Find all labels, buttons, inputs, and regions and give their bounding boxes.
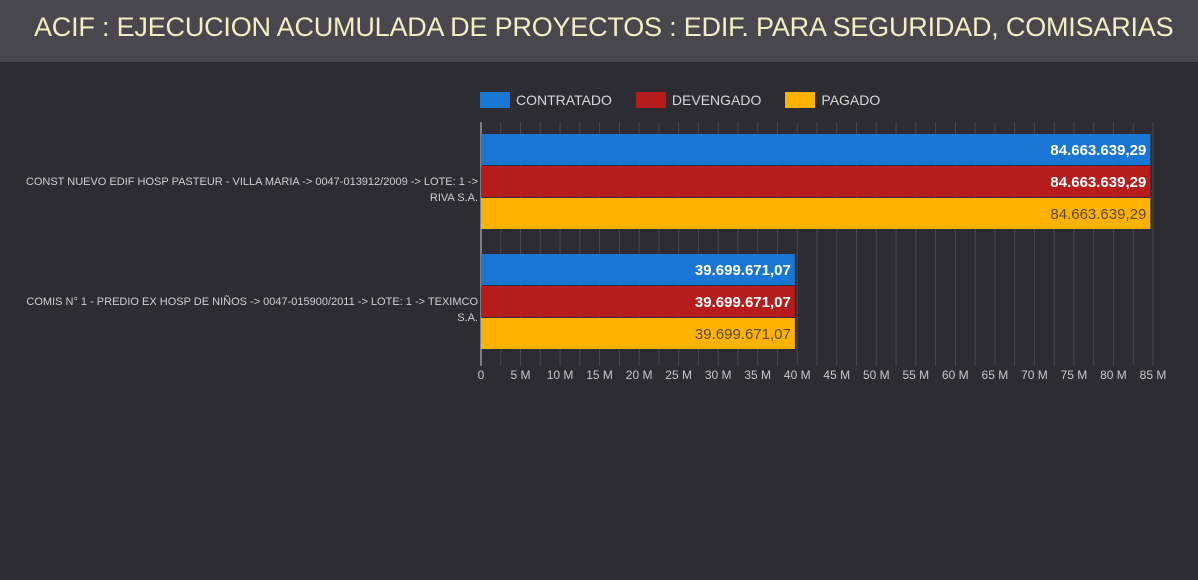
- header-bar: ACIF : EJECUCION ACUMULADA DE PROYECTOS …: [0, 0, 1198, 62]
- data-label: 39.699.671,07: [695, 294, 791, 311]
- x-tick-label: 45 M: [823, 368, 850, 382]
- x-tick-label: 80 M: [1100, 368, 1127, 382]
- x-tick-label: 5 M: [511, 368, 531, 382]
- legend-item-contratado[interactable]: CONTRATADO: [480, 92, 612, 108]
- data-label: 84.663.639,29: [1050, 142, 1146, 159]
- page-title: ACIF : EJECUCION ACUMULADA DE PROYECTOS …: [34, 12, 1174, 42]
- legend-label: DEVENGADO: [671, 92, 762, 108]
- x-tick-label: 60 M: [942, 368, 969, 382]
- data-label: 39.699.671,07: [695, 262, 791, 279]
- bar-pagado: [481, 198, 1151, 229]
- legend-item-pagado[interactable]: PAGADO: [785, 92, 880, 108]
- x-tick-label: 50 M: [863, 368, 890, 382]
- x-tick-label: 20 M: [626, 368, 653, 382]
- data-label: 39.699.671,07: [695, 326, 791, 343]
- data-label: 84.663.639,29: [1050, 174, 1146, 191]
- bar-devengado: [481, 286, 795, 317]
- legend-swatch: [785, 92, 816, 108]
- legend: CONTRATADO DEVENGADO PAGADO: [480, 92, 880, 108]
- x-tick-label: 10 M: [547, 368, 574, 382]
- bar-contratado: [481, 134, 1151, 165]
- legend-item-devengado[interactable]: DEVENGADO: [635, 92, 762, 108]
- legend-label: CONTRATADO: [516, 92, 612, 108]
- legend-swatch: [635, 92, 666, 108]
- x-tick-label: 70 M: [1021, 368, 1048, 382]
- x-tick-label: 75 M: [1061, 368, 1088, 382]
- x-tick-label: 15 M: [586, 368, 613, 382]
- category-label: CONST NUEVO EDIF HOSP PASTEUR - VILLA MA…: [25, 176, 478, 204]
- x-tick-label: 65 M: [982, 368, 1009, 382]
- x-tick-label: 0: [478, 368, 485, 382]
- legend-label: PAGADO: [821, 92, 881, 108]
- x-tick-label: 55 M: [902, 368, 929, 382]
- category-label: COMIS N° 1 - PREDIO EX HOSP DE NIÑOS -> …: [26, 296, 478, 324]
- x-tick-label: 35 M: [744, 368, 771, 382]
- bar-contratado: [481, 254, 795, 285]
- bar-devengado: [481, 166, 1151, 197]
- legend-swatch: [480, 92, 510, 108]
- data-label: 84.663.639,29: [1050, 206, 1146, 223]
- x-tick-label: 40 M: [784, 368, 811, 382]
- bar-pagado: [481, 318, 795, 349]
- x-tick-label: 85 M: [1140, 368, 1167, 382]
- x-tick-label: 25 M: [665, 368, 692, 382]
- x-tick-label: 30 M: [705, 368, 732, 382]
